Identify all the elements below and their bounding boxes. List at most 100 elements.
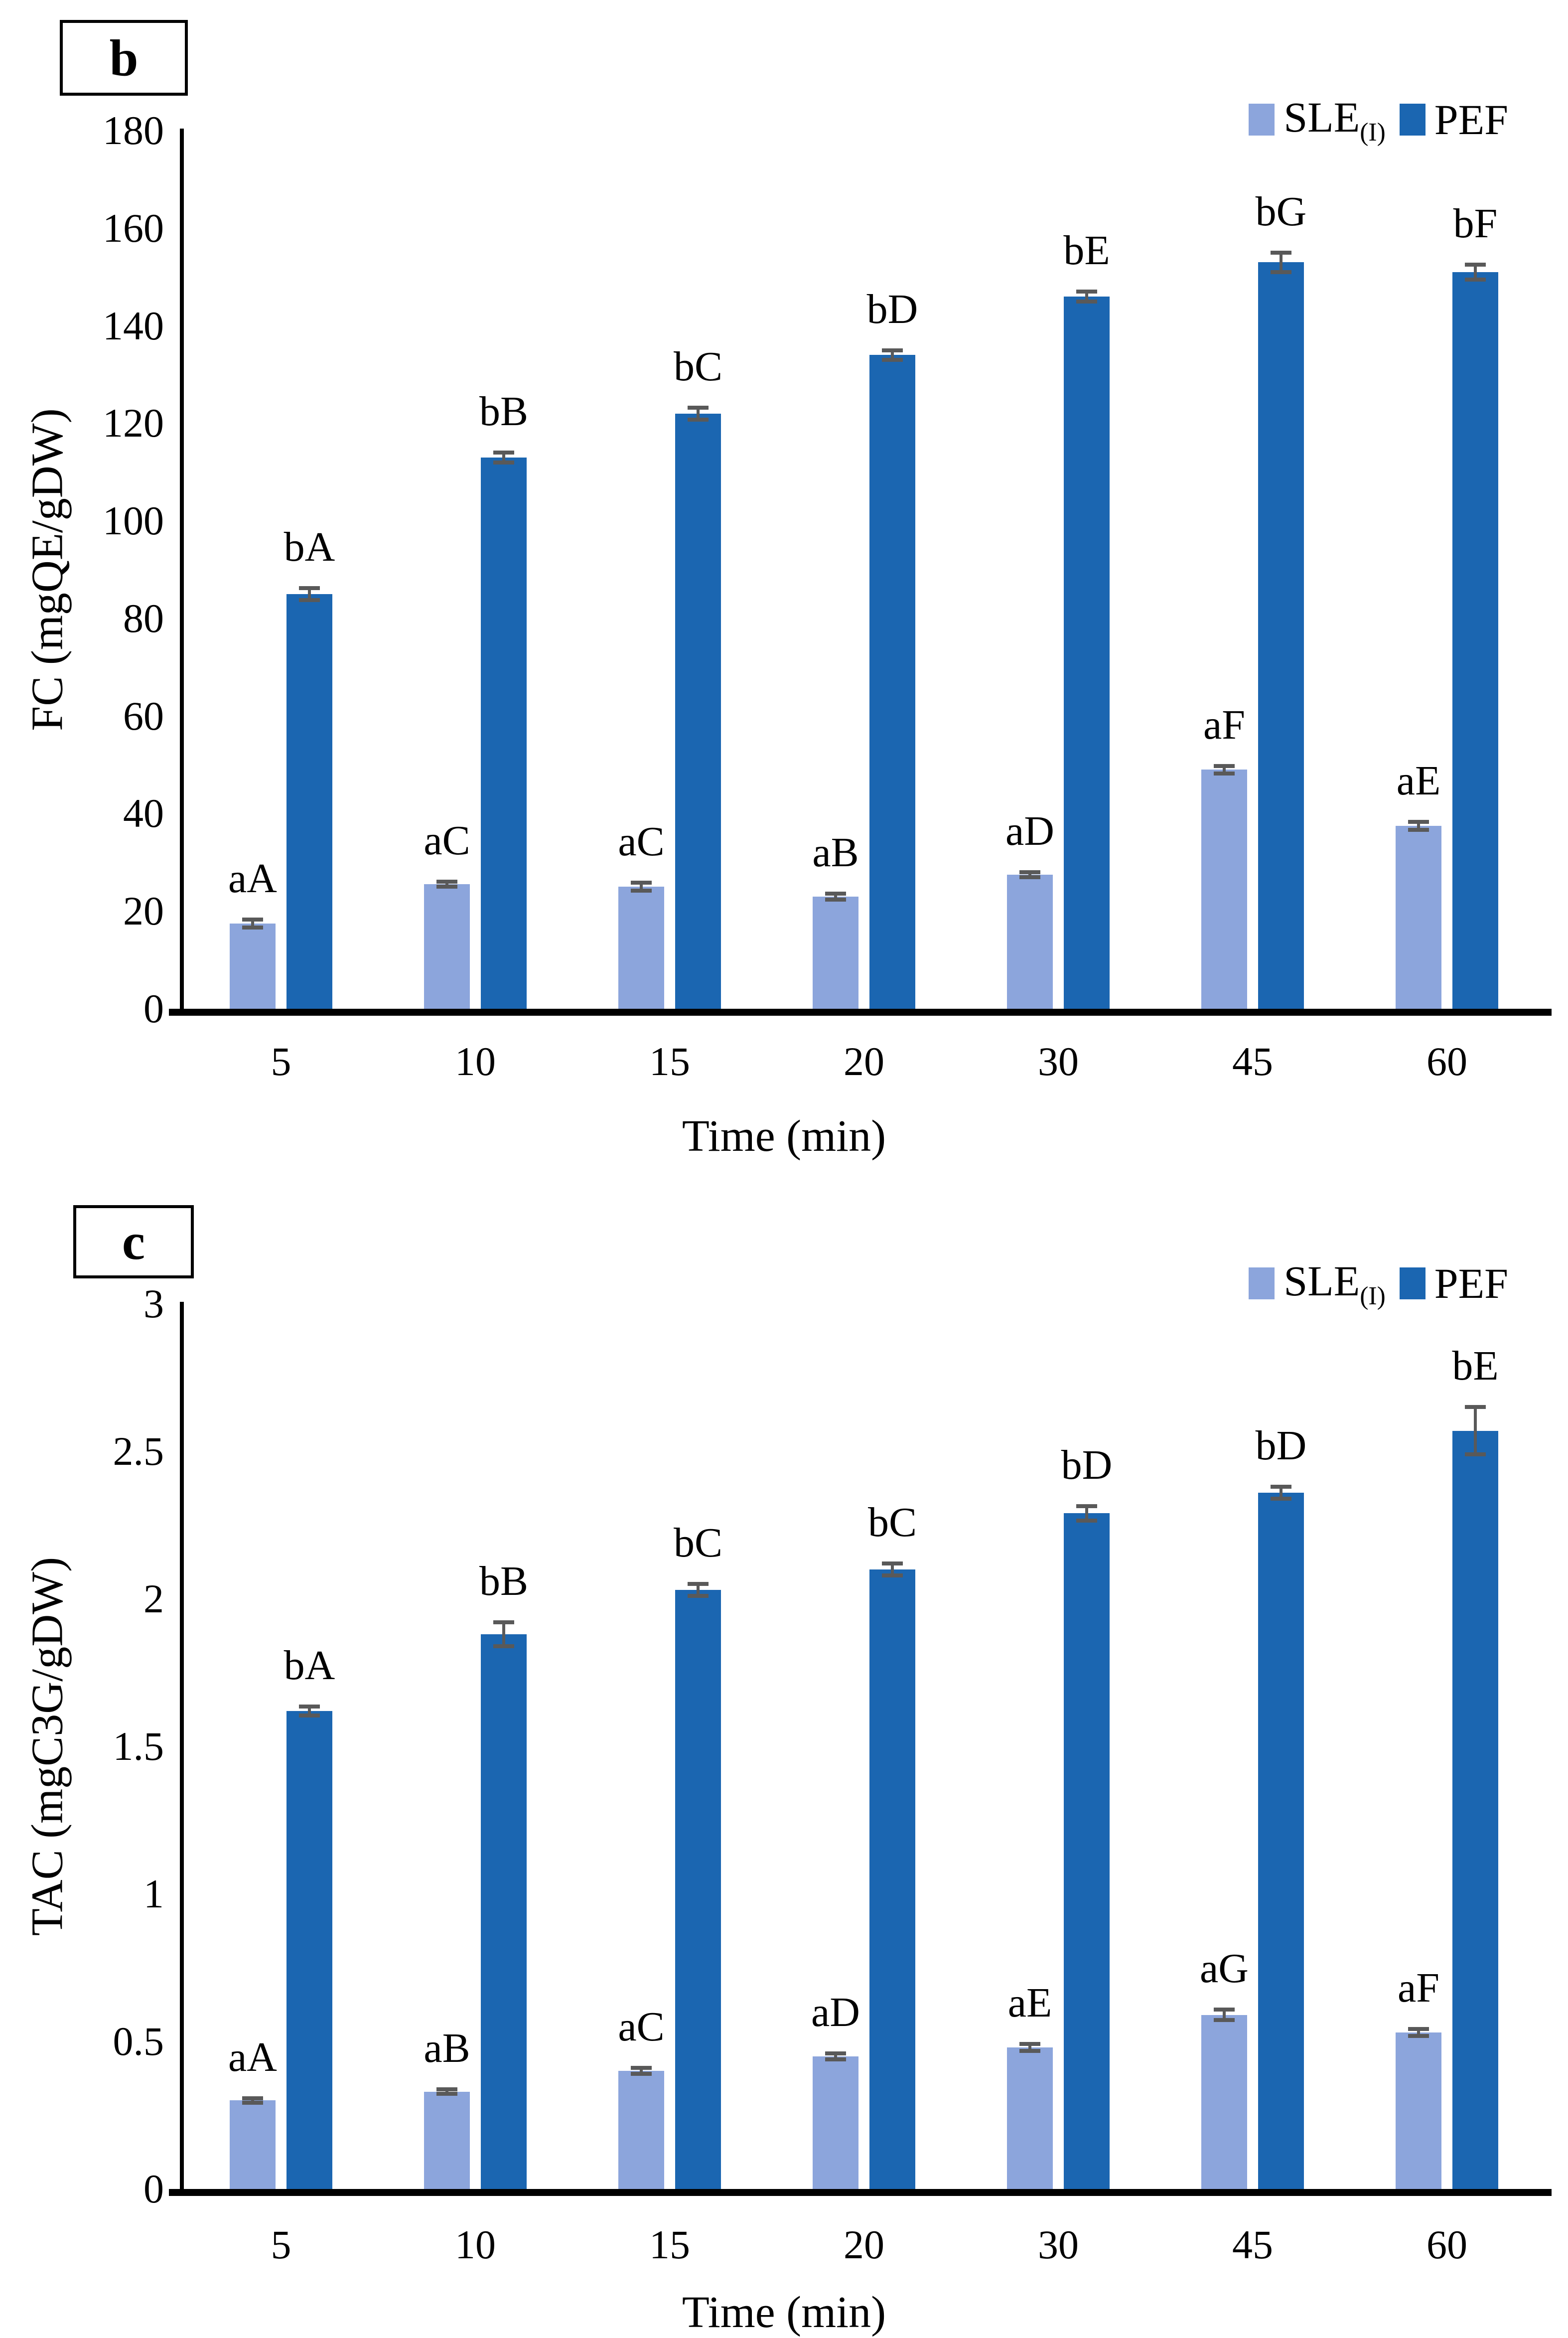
b-pef-errorbar-cap-bottom-10: [493, 460, 514, 465]
b-xtick-45: 45: [1232, 1039, 1273, 1084]
b-legend-swatch-sle: [1249, 104, 1275, 136]
c-xtick-60: 60: [1426, 2222, 1467, 2267]
c-x-axis-line: [169, 2189, 1552, 2196]
c-sle-bar-45: [1201, 2015, 1247, 2189]
b-pef-errorbar-cap-top-45: [1271, 250, 1291, 255]
b-legend-label-pef: PEF: [1434, 96, 1508, 144]
b-sle-bar-45: [1201, 770, 1247, 1009]
b-pef-bar-45: [1258, 262, 1304, 1009]
c-pef-errorbar-cap-bottom-5: [299, 1713, 320, 1717]
c-sle-errorbar-cap-top-60: [1408, 2027, 1429, 2031]
b-pef-errorbar-cap-top-60: [1465, 263, 1486, 267]
c-xtick-10: 10: [455, 2222, 496, 2267]
c-pef-errorbar-10: [502, 1622, 505, 1646]
c-pef-errorbar-45: [1280, 1487, 1283, 1499]
c-ytick-0.5: 0.5: [113, 2019, 164, 2064]
c-pef-errorbar-cap-bottom-60: [1465, 1452, 1486, 1456]
b-sle-errorbar-45: [1223, 766, 1226, 774]
c-pef-bar-20: [869, 1569, 915, 2189]
c-pef-errorbar-cap-bottom-45: [1271, 1496, 1291, 1501]
c-xtick-45: 45: [1232, 2222, 1273, 2267]
c-legend-label-subscript: (I): [1360, 1282, 1386, 1311]
b-sle-errorbar-cap-top-5: [242, 917, 263, 922]
c-sle-errorbar-cap-bottom-60: [1408, 2034, 1429, 2038]
b-sle-errorbar-30: [1028, 872, 1031, 877]
c-pef-bar-10: [481, 1634, 527, 2189]
c-pef-sig-label-45: bD: [1255, 1422, 1307, 1469]
c-sle-bar-30: [1007, 2047, 1053, 2189]
b-sle-errorbar-cap-bottom-60: [1408, 827, 1429, 832]
b-sle-errorbar-cap-top-10: [436, 880, 457, 884]
c-legend-label-sle: SLE(I): [1283, 1257, 1386, 1311]
c-sle-sig-label-10: aB: [424, 2025, 470, 2071]
c-pef-errorbar-60: [1474, 1407, 1477, 1454]
b-pef-bar-60: [1452, 272, 1498, 1009]
c-sle-errorbar-60: [1417, 2029, 1420, 2036]
b-pef-errorbar-cap-bottom-5: [299, 598, 320, 602]
c-pef-sig-label-60: bE: [1452, 1343, 1499, 1390]
c-sle-bar-5: [230, 2100, 276, 2189]
c-legend-label-pef: PEF: [1434, 1259, 1508, 1308]
b-sle-errorbar-cap-bottom-15: [631, 889, 652, 893]
b-sle-errorbar-cap-bottom-10: [436, 885, 457, 889]
c-pef-bar-45: [1258, 1492, 1304, 2189]
b-pef-sig-label-30: bE: [1063, 227, 1110, 274]
b-pef-errorbar-10: [502, 453, 505, 463]
b-pef-sig-label-20: bD: [866, 286, 918, 332]
c-pef-errorbar-cap-bottom-15: [688, 1594, 709, 1598]
b-sle-errorbar-cap-bottom-5: [242, 925, 263, 930]
c-pef-errorbar-cap-top-10: [493, 1620, 514, 1625]
c-pef-errorbar-cap-bottom-10: [493, 1644, 514, 1648]
c-legend-swatch-pef: [1399, 1267, 1425, 1300]
b-legend-label-subscript: (I): [1360, 118, 1386, 147]
b-pef-errorbar-cap-bottom-20: [882, 358, 903, 362]
c-sle-errorbar-cap-bottom-5: [242, 2101, 263, 2105]
b-sle-errorbar-10: [445, 882, 448, 887]
b-sle-sig-label-60: aE: [1396, 758, 1441, 804]
b-sle-errorbar-cap-bottom-30: [1019, 875, 1040, 879]
c-pef-errorbar-20: [891, 1563, 894, 1575]
b-ytick-140: 140: [103, 303, 164, 348]
c-pef-errorbar-cap-top-60: [1465, 1405, 1486, 1409]
c-pef-errorbar-cap-top-5: [299, 1705, 320, 1709]
c-y-axis-line: [180, 1302, 184, 2189]
b-pef-errorbar-30: [1085, 292, 1088, 302]
b-sle-errorbar-20: [834, 893, 837, 900]
c-pef-bar-15: [675, 1590, 721, 2189]
c-sle-bar-20: [813, 2056, 858, 2189]
b-pef-errorbar-15: [697, 408, 700, 420]
b-sle-sig-label-20: aB: [812, 829, 859, 876]
c-ytick-0: 0: [143, 2166, 164, 2211]
b-ytick-180: 180: [103, 108, 164, 153]
b-xtick-60: 60: [1426, 1039, 1467, 1084]
c-legend-item-pef: PEF: [1399, 1258, 1508, 1308]
b-ytick-20: 20: [123, 888, 164, 934]
c-sle-errorbar-cap-bottom-30: [1019, 2048, 1040, 2053]
b-legend-item-sle: SLE(I): [1249, 92, 1386, 147]
b-sle-sig-label-45: aF: [1203, 701, 1245, 748]
b-sle-errorbar-cap-bottom-20: [825, 897, 846, 902]
b-pef-errorbar-cap-top-15: [688, 406, 709, 410]
b-pef-sig-label-45: bG: [1255, 188, 1307, 235]
b-pef-sig-label-5: bA: [284, 524, 335, 571]
c-pef-bar-5: [286, 1711, 332, 2189]
b-legend-item-pef: PEF: [1399, 95, 1508, 145]
b-pef-errorbar-20: [891, 350, 894, 360]
b-sle-bar-5: [230, 923, 276, 1009]
b-x-axis-line: [169, 1009, 1552, 1016]
legend-b: SLE(I) PEF: [1249, 92, 1508, 147]
c-sle-bar-10: [424, 2091, 470, 2189]
panel-letter-c: c: [122, 1213, 145, 1270]
legend-c: SLE(I) PEF: [1249, 1256, 1508, 1311]
c-legend-item-sle: SLE(I): [1249, 1256, 1386, 1311]
b-y-axis-line: [180, 129, 184, 1009]
c-pef-errorbar-15: [697, 1584, 700, 1596]
b-sle-bar-60: [1396, 825, 1441, 1009]
c-sle-errorbar-20: [834, 2053, 837, 2059]
b-pef-bar-30: [1064, 296, 1110, 1009]
b-pef-errorbar-5: [308, 588, 311, 600]
x-axis-title-c: Time (min): [682, 2288, 886, 2337]
b-sle-errorbar-15: [640, 883, 643, 891]
c-xtick-30: 30: [1038, 2222, 1079, 2267]
